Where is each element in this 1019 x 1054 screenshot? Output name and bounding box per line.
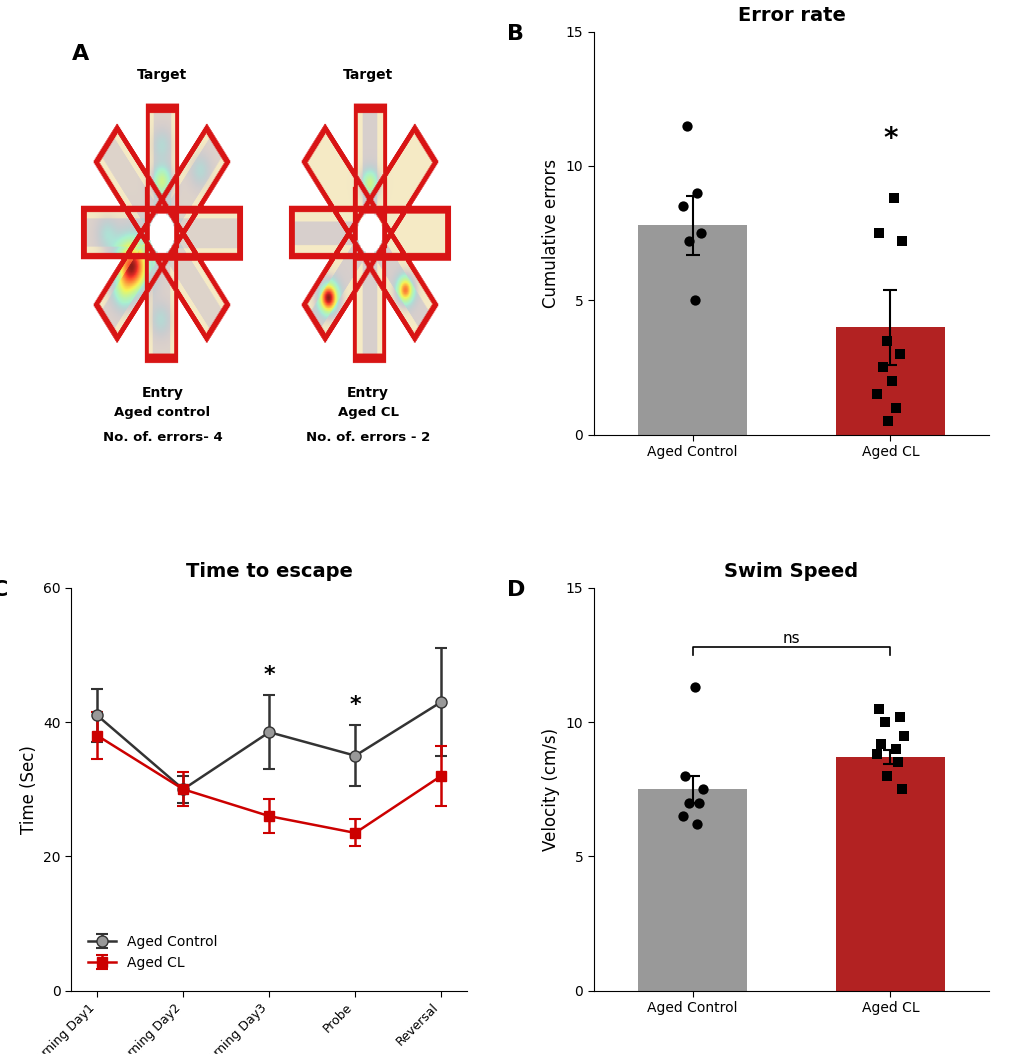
Point: [892, 346, 908, 363]
Y-axis label: Velocity (cm/s): Velocity (cm/s): [541, 727, 559, 851]
Point: [877, 767, 894, 784]
Point: [888, 741, 904, 758]
Point: [688, 816, 704, 833]
Bar: [836, 327, 944, 434]
Text: Target: Target: [342, 69, 393, 82]
Point: [892, 708, 908, 725]
Point: [869, 700, 886, 717]
Text: No. of. errors - 2: No. of. errors - 2: [306, 431, 430, 444]
Point: [875, 714, 892, 730]
Bar: [638, 226, 746, 434]
Point: [694, 781, 710, 798]
Title: Error rate: Error rate: [737, 5, 845, 24]
Point: [674, 807, 690, 824]
Point: [888, 399, 904, 416]
Point: [877, 332, 894, 349]
Text: D: D: [506, 580, 525, 600]
Point: [680, 795, 696, 812]
Legend: Aged Control, Aged CL: Aged Control, Aged CL: [83, 930, 222, 976]
Text: Entry: Entry: [142, 386, 183, 401]
Text: Aged control: Aged control: [114, 407, 210, 419]
Point: [896, 727, 912, 744]
Point: [686, 292, 702, 309]
Text: Target: Target: [138, 69, 187, 82]
Title: Time to escape: Time to escape: [185, 562, 353, 581]
Text: C: C: [0, 580, 8, 600]
Point: [890, 754, 906, 770]
Bar: [638, 789, 746, 991]
Point: [873, 359, 890, 376]
Text: Entry: Entry: [346, 386, 388, 401]
Text: *: *: [882, 124, 897, 153]
Y-axis label: Time (Sec): Time (Sec): [19, 745, 38, 834]
Text: No. of. errors- 4: No. of. errors- 4: [103, 431, 222, 444]
Point: [692, 225, 708, 241]
Point: [680, 233, 696, 250]
Point: [867, 746, 883, 763]
Point: [678, 117, 694, 134]
Point: [867, 386, 883, 403]
Point: [690, 795, 706, 812]
Point: [879, 413, 896, 430]
Point: [883, 372, 900, 389]
Point: [869, 225, 886, 241]
Text: ns: ns: [782, 630, 800, 645]
Point: [676, 767, 692, 784]
Point: [674, 198, 690, 215]
Point: [686, 679, 702, 696]
Point: [871, 735, 888, 752]
Text: Aged CL: Aged CL: [337, 407, 398, 419]
Point: [886, 190, 902, 207]
Title: Swim Speed: Swim Speed: [723, 562, 858, 581]
Point: [688, 184, 704, 201]
Text: B: B: [506, 23, 523, 43]
Y-axis label: Cumulative errors: Cumulative errors: [541, 158, 559, 308]
Text: *: *: [263, 665, 275, 685]
Text: *: *: [350, 696, 361, 716]
Point: [894, 781, 910, 798]
Bar: [836, 757, 944, 991]
Point: [894, 233, 910, 250]
Text: A: A: [72, 43, 90, 63]
